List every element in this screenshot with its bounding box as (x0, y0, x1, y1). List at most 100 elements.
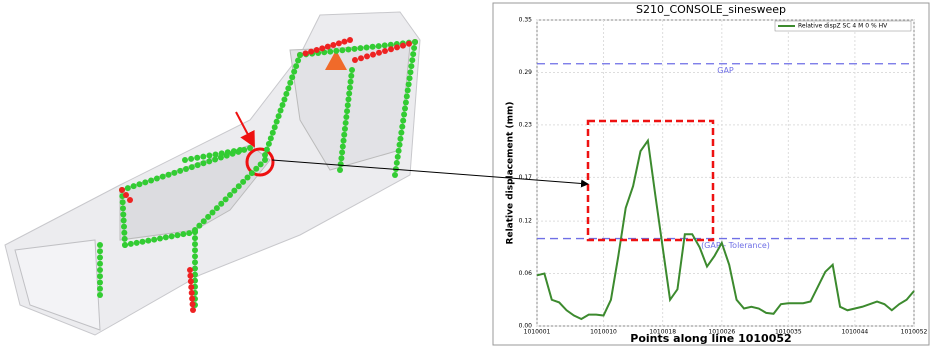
cad-node (399, 123, 406, 130)
y-axis-label: Relative displacement (mm) (506, 102, 516, 245)
cad-node (319, 45, 326, 52)
cad-node (177, 167, 184, 174)
cad-node (157, 235, 163, 242)
cad-node (188, 155, 195, 162)
cad-node (291, 68, 298, 75)
x-tick-label: 1010026 (708, 329, 735, 336)
cad-node (412, 39, 418, 45)
y-tick-label: 0.00 (519, 323, 533, 330)
cad-node (285, 85, 292, 92)
cad-node (351, 45, 358, 52)
cad-node (224, 149, 231, 156)
cad-render (4, 11, 421, 336)
cad-node (142, 179, 149, 186)
cad-node (343, 114, 350, 121)
reference-label: (GAP - Tolerance) (701, 241, 770, 250)
cad-node (192, 227, 198, 233)
cad-node (375, 43, 382, 50)
cad-node (120, 205, 126, 212)
cad-node (168, 233, 175, 240)
cad-node (271, 124, 278, 131)
reference-label: GAP (717, 66, 734, 75)
cad-node (410, 51, 417, 58)
cad-node (267, 135, 274, 142)
cad-node (218, 150, 225, 157)
cad-node (406, 75, 413, 82)
cad-node (200, 160, 207, 167)
cad-node (275, 113, 282, 120)
cad-node (400, 117, 407, 124)
cad-node (165, 171, 172, 178)
x-axis-label: Points along line 1010052 (630, 332, 791, 345)
cad-node (403, 93, 410, 100)
cad-node (127, 197, 133, 203)
y-tick-label: 0.23 (519, 121, 533, 128)
cad-node (122, 242, 128, 248)
cad-node (406, 40, 412, 47)
cad-node (262, 157, 268, 163)
cad-node (402, 99, 409, 106)
cad-node (341, 125, 348, 132)
cad-node (388, 46, 394, 53)
cad-node (363, 44, 370, 51)
cad-node (263, 146, 270, 153)
plot-background (536, 19, 915, 327)
y-tick-label: 0.29 (519, 69, 533, 76)
cad-node (120, 217, 127, 224)
cad-node (192, 253, 198, 260)
x-tick-label: 1010044 (841, 329, 868, 336)
cad-node (392, 172, 398, 178)
plot-area: 0.00 0.06 0.12 0.17 0.23 0.29 0.35 1010001 10100… (519, 17, 928, 336)
cad-node (344, 102, 351, 109)
cad-node (341, 38, 348, 45)
cad-node (387, 41, 394, 48)
cad-node (171, 169, 178, 176)
cad-node (253, 165, 260, 172)
cad-node (313, 47, 320, 53)
cad-node (357, 45, 364, 52)
x-tick-label: 1010010 (590, 329, 617, 336)
cad-node (397, 135, 404, 142)
cad-node (324, 43, 331, 50)
cad-node (119, 199, 126, 206)
x-tick-label: 1010018 (649, 329, 676, 336)
cad-node (339, 149, 346, 156)
cad-node (411, 45, 418, 52)
cad-node (121, 235, 128, 242)
cad-node (337, 161, 344, 168)
cad-node (183, 166, 189, 172)
cad-node (133, 239, 140, 246)
cad-node (189, 295, 196, 302)
cad-node (346, 90, 353, 97)
cad-node (213, 205, 220, 212)
cad-node (382, 48, 388, 54)
cad-node (206, 158, 213, 165)
cad-node (240, 178, 247, 185)
cad-node (97, 285, 103, 292)
x-tick-label: 1010035 (775, 329, 802, 336)
cad-node (200, 153, 207, 160)
cad-node (231, 187, 238, 194)
legend-box (774, 20, 912, 32)
cad-node (398, 129, 405, 136)
cad-node (308, 48, 315, 55)
cad-node (345, 96, 352, 103)
warning-icon (325, 50, 347, 70)
cad-node (97, 292, 103, 298)
cad-node (257, 161, 264, 168)
cad-node (402, 105, 408, 112)
chart-title: S210_CONSOLE_sinesweep (636, 3, 786, 16)
cad-node (192, 241, 198, 248)
x-tick-label: 1010001 (524, 329, 551, 336)
cad-node (162, 234, 169, 241)
cad-node (344, 108, 351, 115)
cad-node (341, 131, 348, 138)
cad-node (297, 52, 303, 58)
cad-node (192, 271, 198, 278)
cad-node (190, 307, 196, 313)
cad-node (121, 229, 128, 236)
cad-node (97, 254, 103, 261)
cad-node (289, 74, 296, 81)
cad-node (97, 248, 103, 255)
cad-node (338, 155, 345, 162)
